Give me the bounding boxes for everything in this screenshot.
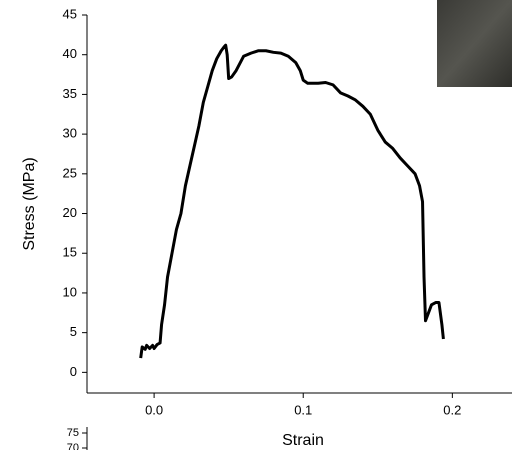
y-tick-label: 75	[67, 427, 79, 439]
y-tick-label: 45	[63, 6, 77, 21]
y-tick-label: 70	[67, 442, 79, 450]
y-tick-label: 20	[63, 205, 77, 220]
y-tick-label: 35	[63, 86, 77, 101]
y-tick-label: 15	[63, 245, 77, 260]
x-tick-label: 0.0	[145, 402, 163, 417]
y-tick-label: 30	[63, 126, 77, 141]
x-axis-title: Strain	[282, 432, 324, 449]
y-axis-title: Stress (MPa)	[21, 157, 38, 250]
x-tick-label: 0.2	[443, 402, 461, 417]
y-tick-label: 10	[63, 284, 77, 299]
y-tick-label: 5	[70, 324, 77, 339]
x-tick-label: 0.1	[294, 402, 312, 417]
y-tick-label: 25	[63, 165, 77, 180]
photo-inset	[437, 0, 512, 87]
stress-strain-curve	[139, 43, 445, 359]
y-tick-label: 0	[70, 364, 77, 379]
y-tick-label: 40	[63, 46, 77, 61]
